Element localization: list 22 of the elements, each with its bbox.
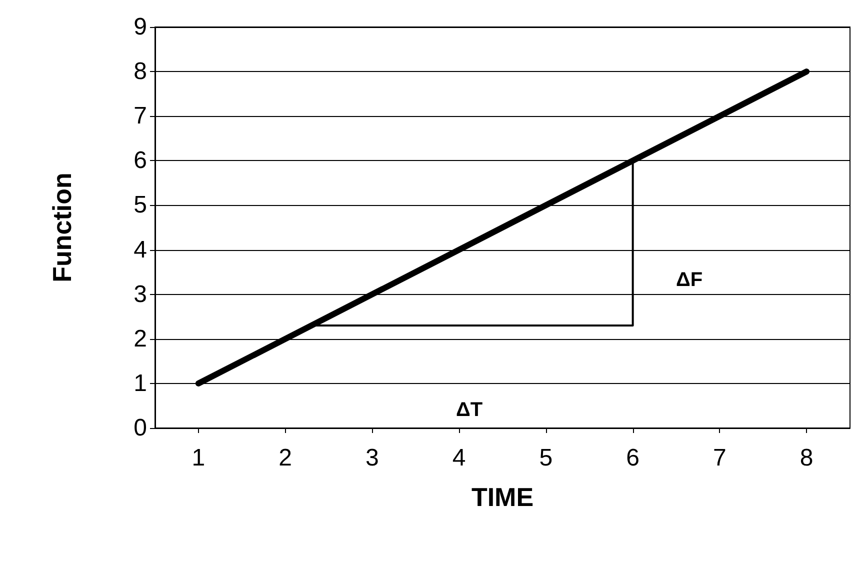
x-tick-label: 2 xyxy=(278,444,292,472)
x-tick-label: 5 xyxy=(539,444,553,472)
x-tick-label: 8 xyxy=(800,444,814,472)
y-tick-label: 3 xyxy=(134,280,147,308)
y-tick-label: 7 xyxy=(134,102,147,130)
y-tick-label: 6 xyxy=(134,147,147,174)
y-tick-label: 5 xyxy=(134,192,147,219)
annotation: ΔF xyxy=(676,269,703,291)
x-tick-label: 1 xyxy=(192,444,206,472)
x-tick-label: 4 xyxy=(452,444,466,472)
x-tick-label: 7 xyxy=(713,444,726,472)
y-tick-label: 2 xyxy=(134,325,147,352)
y-tick-label: 1 xyxy=(134,370,147,397)
y-tick-label: 4 xyxy=(134,236,147,264)
y-tick-label: 0 xyxy=(134,414,147,442)
y-tick-label: 8 xyxy=(134,58,147,86)
x-axis-title: TIME xyxy=(471,482,534,512)
annotation: ΔT xyxy=(456,399,483,421)
y-tick-label: 9 xyxy=(134,14,147,40)
x-tick-label: 3 xyxy=(366,444,379,472)
x-tick-label: 6 xyxy=(626,444,640,472)
y-axis-title: Function xyxy=(47,172,77,282)
